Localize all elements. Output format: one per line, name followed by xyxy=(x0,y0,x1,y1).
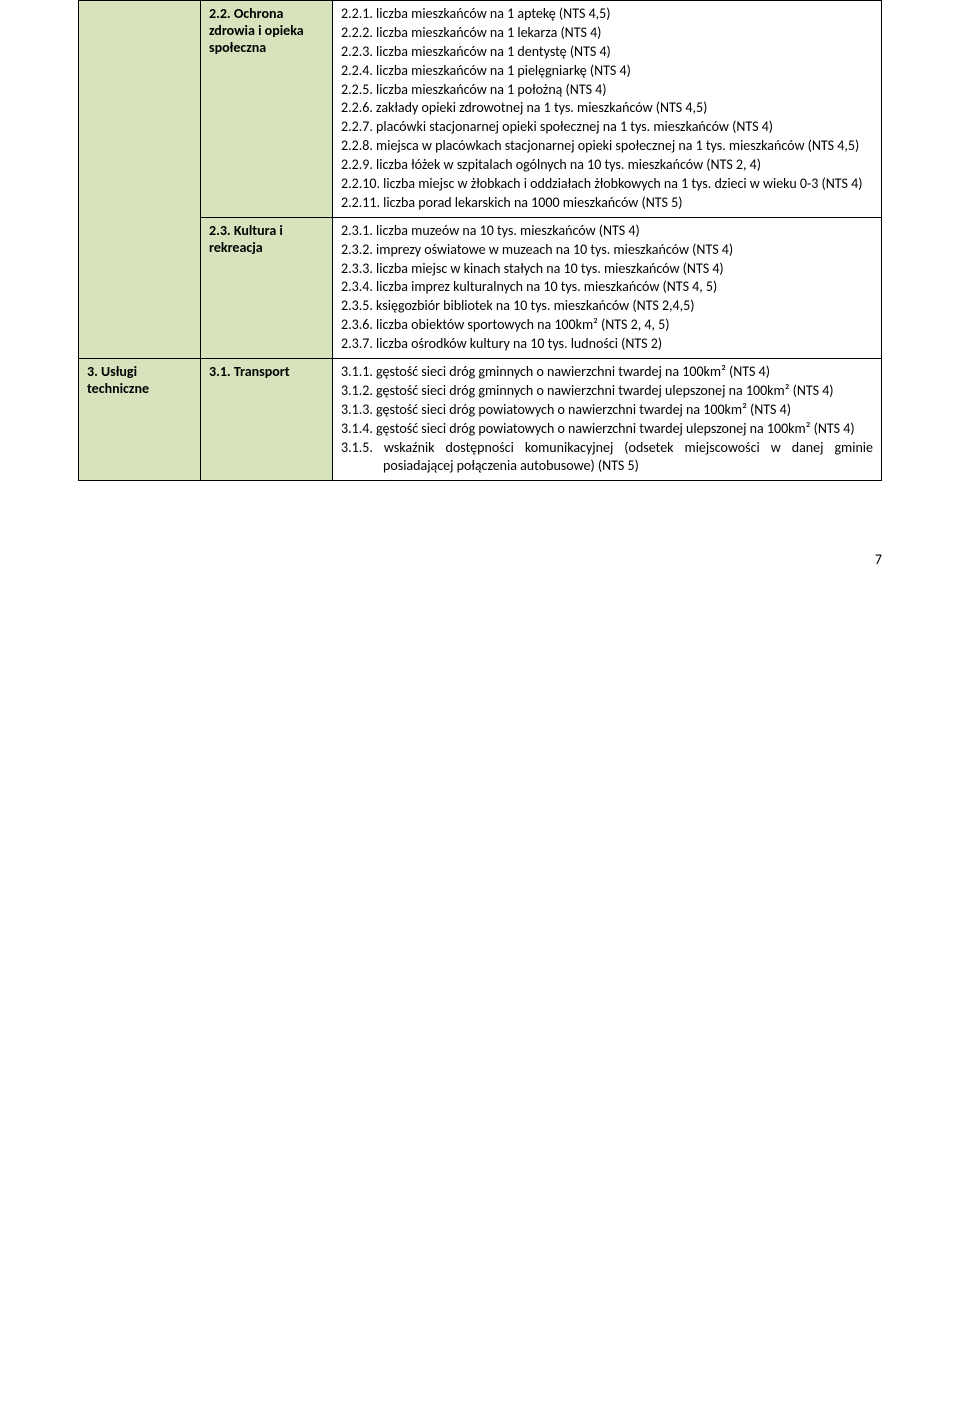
list-item: 2.2.9. liczba łóżek w szpitalach ogólnyc… xyxy=(341,156,873,175)
list-item: 2.3.2. imprezy oświatowe w muzeach na 10… xyxy=(341,241,873,260)
list-item: 2.2.10. liczba miejsc w żłobkach i oddzi… xyxy=(341,175,873,194)
subcategory-title: 3.1. Transport xyxy=(209,363,324,380)
list-item: 2.3.5. księgozbiór bibliotek na 10 tys. … xyxy=(341,297,873,316)
subcategory-cell: 3.1. Transport xyxy=(201,359,333,481)
items-cell: 3.1.1. gęstość sieci dróg gminnych o naw… xyxy=(333,359,882,481)
subcategory-title: 2.2. Ochrona zdrowia i opieka społeczna xyxy=(209,5,324,56)
list-item: 3.1.2. gęstość sieci dróg gminnych o naw… xyxy=(341,382,873,401)
list-item: 2.2.7. placówki stacjonarnej opieki społ… xyxy=(341,118,873,137)
list-item: 2.3.4. liczba imprez kulturalnych na 10 … xyxy=(341,278,873,297)
list-item: 2.3.7. liczba ośrodków kultury na 10 tys… xyxy=(341,335,873,354)
table-row: 2.2. Ochrona zdrowia i opieka społeczna … xyxy=(79,1,882,218)
page-number: 7 xyxy=(78,481,882,568)
items-cell: 2.3.1. liczba muzeów na 10 tys. mieszkań… xyxy=(333,217,882,358)
list-item: 2.2.2. liczba mieszkańców na 1 lekarza (… xyxy=(341,24,873,43)
list-item: 3.1.1. gęstość sieci dróg gminnych o naw… xyxy=(341,363,873,382)
list-item: 2.2.8. miejsca w placówkach stacjonarnej… xyxy=(341,137,873,156)
category-cell xyxy=(79,1,201,359)
table-row: 3. Usługi techniczne 3.1. Transport 3.1.… xyxy=(79,359,882,481)
list-item: 3.1.5. wskaźnik dostępności komunikacyjn… xyxy=(341,439,873,477)
list-item: 3.1.3. gęstość sieci dróg powiatowych o … xyxy=(341,401,873,420)
subcategory-cell: 2.2. Ochrona zdrowia i opieka społeczna xyxy=(201,1,333,218)
list-item: 2.2.5. liczba mieszkańców na 1 położną (… xyxy=(341,81,873,100)
list-item: 3.1.4. gęstość sieci dróg powiatowych o … xyxy=(341,420,873,439)
list-item: 2.3.6. liczba obiektów sportowych na 100… xyxy=(341,316,873,335)
list-item: 2.3.3. liczba miejsc w kinach stałych na… xyxy=(341,260,873,279)
list-item: 2.2.3. liczba mieszkańców na 1 dentystę … xyxy=(341,43,873,62)
subcategory-title: 2.3. Kultura i rekreacja xyxy=(209,222,324,256)
list-item: 2.2.1. liczba mieszkańców na 1 aptekę (N… xyxy=(341,5,873,24)
items-cell: 2.2.1. liczba mieszkańców na 1 aptekę (N… xyxy=(333,1,882,218)
category-cell: 3. Usługi techniczne xyxy=(79,359,201,481)
list-item: 2.2.11. liczba porad lekarskich na 1000 … xyxy=(341,194,873,213)
list-item: 2.2.6. zakłady opieki zdrowotnej na 1 ty… xyxy=(341,99,873,118)
subcategory-cell: 2.3. Kultura i rekreacja xyxy=(201,217,333,358)
list-item: 2.2.4. liczba mieszkańców na 1 pielęgnia… xyxy=(341,62,873,81)
category-title: 3. Usługi techniczne xyxy=(87,363,192,397)
list-item: 2.3.1. liczba muzeów na 10 tys. mieszkań… xyxy=(341,222,873,241)
content-table: 2.2. Ochrona zdrowia i opieka społeczna … xyxy=(78,0,882,481)
